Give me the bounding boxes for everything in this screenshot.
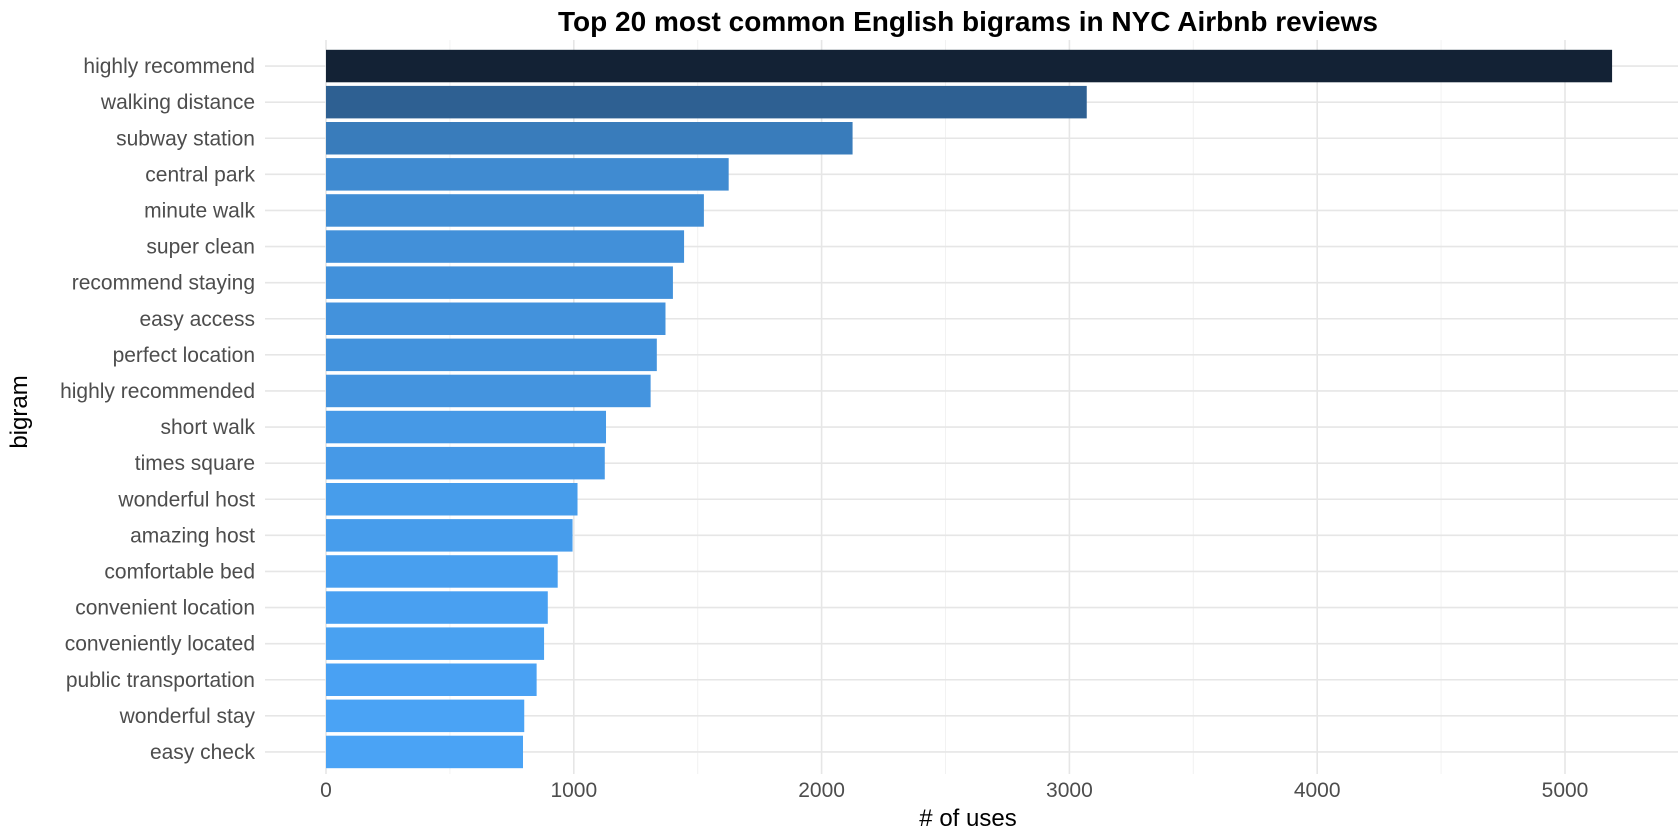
bar-highly-recommended — [326, 374, 651, 408]
y-tick-label-wonderful-host: wonderful host — [117, 488, 255, 511]
y-tick-label-subway-station: subway station — [116, 127, 255, 150]
bar-wonderful-stay — [326, 699, 525, 733]
bar-public-transportation — [326, 663, 537, 696]
bar-recommend-staying — [326, 266, 673, 299]
bar-wonderful-host — [326, 483, 578, 516]
bar-easy-access — [326, 302, 666, 335]
bars — [326, 49, 1613, 769]
bar-highly-recommend — [326, 49, 1613, 83]
y-tick-label-highly-recommend: highly recommend — [83, 55, 255, 78]
bar-subway-station — [326, 122, 853, 155]
x-tick-label: 0 — [320, 779, 332, 802]
y-tick-label-convenient-location: convenient location — [75, 597, 255, 620]
bar-times-square — [326, 446, 605, 480]
y-tick-label-easy-access: easy access — [139, 308, 255, 331]
y-tick-label-super-clean: super clean — [146, 236, 255, 259]
y-tick-label-highly-recommended: highly recommended — [60, 380, 255, 403]
x-tick-label: 1000 — [550, 779, 597, 802]
bar-central-park — [326, 158, 729, 191]
y-tick-label-walking-distance: walking distance — [100, 91, 255, 114]
y-tick-label-conveniently-located: conveniently located — [65, 633, 255, 656]
x-tick-label: 4000 — [1294, 779, 1341, 802]
x-tick-label: 5000 — [1542, 779, 1589, 802]
bar-short-walk — [326, 410, 607, 444]
x-axis-title: # of uses — [919, 805, 1016, 832]
bar-conveniently-located — [326, 627, 545, 660]
y-tick-label-central-park: central park — [145, 163, 255, 186]
y-tick-label-wonderful-stay: wonderful stay — [119, 705, 256, 728]
y-tick-label-minute-walk: minute walk — [144, 199, 255, 222]
y-tick-label-recommend-staying: recommend staying — [72, 272, 255, 295]
bar-super-clean — [326, 230, 685, 263]
bar-comfortable-bed — [326, 555, 558, 588]
bar-easy-check — [326, 735, 524, 769]
y-tick-label-short-walk: short walk — [160, 416, 255, 439]
bar-amazing-host — [326, 519, 573, 552]
x-tick-label: 3000 — [1046, 779, 1093, 802]
y-tick-labels: highly recommend walking distance subway s… — [60, 55, 255, 764]
x-tick-labels: 0 1000 2000 3000 4000 5000 — [320, 779, 1588, 802]
chart-title: Top 20 most common English bigrams in NY… — [558, 6, 1378, 37]
y-tick-label-times-square: times square — [135, 452, 255, 475]
y-tick-label-public-transportation: public transportation — [66, 669, 255, 692]
y-tick-label-comfortable-bed: comfortable bed — [104, 560, 255, 583]
bar-convenient-location — [326, 591, 548, 624]
y-tick-label-easy-check: easy check — [150, 741, 256, 764]
bar-walking-distance — [326, 85, 1087, 119]
y-axis-title: bigram — [6, 375, 33, 448]
bar-minute-walk — [326, 194, 704, 227]
bar-perfect-location — [326, 338, 657, 372]
x-tick-label: 2000 — [798, 779, 845, 802]
y-tick-label-perfect-location: perfect location — [113, 344, 255, 367]
y-tick-label-amazing-host: amazing host — [130, 524, 255, 547]
